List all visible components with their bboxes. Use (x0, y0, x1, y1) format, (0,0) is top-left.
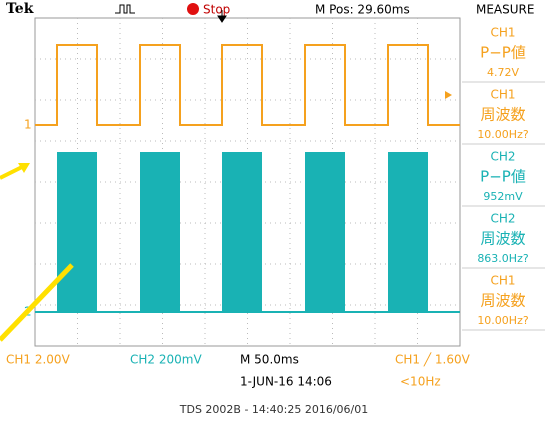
ch1-scale: CH1 2.00V (6, 353, 71, 367)
timebase: M 50.0ms (240, 353, 299, 367)
measure-value: 952mV (483, 190, 523, 203)
position: M Pos: 29.60ms (315, 3, 410, 17)
measure-label: P−P値 (480, 44, 526, 62)
ch1-marker: 1 (24, 118, 32, 132)
measure-value: 10.00Hz? (477, 314, 529, 327)
burst (57, 152, 97, 312)
brand: Tek (6, 1, 34, 17)
measure-label: 周波数 (480, 230, 525, 248)
burst (305, 152, 345, 312)
trigger: CH1 ╱ 1.60V (395, 352, 471, 367)
acq-icon (115, 5, 135, 13)
measure-channel: CH1 (490, 26, 515, 40)
burst (222, 152, 262, 312)
burst (140, 152, 180, 312)
measure-value: 863.0Hz? (477, 252, 529, 265)
measure-label: 周波数 (480, 292, 525, 310)
measure-panel: CH1 P−P値 4.72V CH1 周波数 10.00Hz? CH2 P−P値 952mV CH… (462, 26, 545, 331)
panel-title: MEASURE (476, 3, 534, 17)
measure-value: 4.72V (487, 66, 519, 79)
ch2-scale: CH2 200mV (130, 353, 202, 367)
measure-channel: CH2 (490, 150, 515, 164)
measure-channel: CH1 (490, 88, 515, 102)
measure-channel: CH1 (490, 274, 515, 288)
measure-label: P−P値 (480, 168, 526, 186)
measure-channel: CH2 (490, 212, 515, 226)
date: 1-JUN-16 14:06 (240, 375, 332, 389)
footer: TDS 2002B - 14:40:25 2016/06/01 (179, 403, 368, 416)
stop-icon (187, 3, 199, 15)
status: Stop (203, 3, 230, 17)
measure-value: 10.00Hz? (477, 128, 529, 141)
measure-label: 周波数 (480, 106, 525, 124)
scope-display: Tek Stop M Pos: 29.60ms MEASURE 1 2 CH1P… (0, 0, 549, 428)
burst (388, 152, 428, 312)
annotation-arrow (0, 166, 24, 178)
screenshot: Tek Stop M Pos: 29.60ms MEASURE 1 2 CH1P… (0, 0, 549, 428)
trigger-freq: <10Hz (400, 375, 441, 389)
